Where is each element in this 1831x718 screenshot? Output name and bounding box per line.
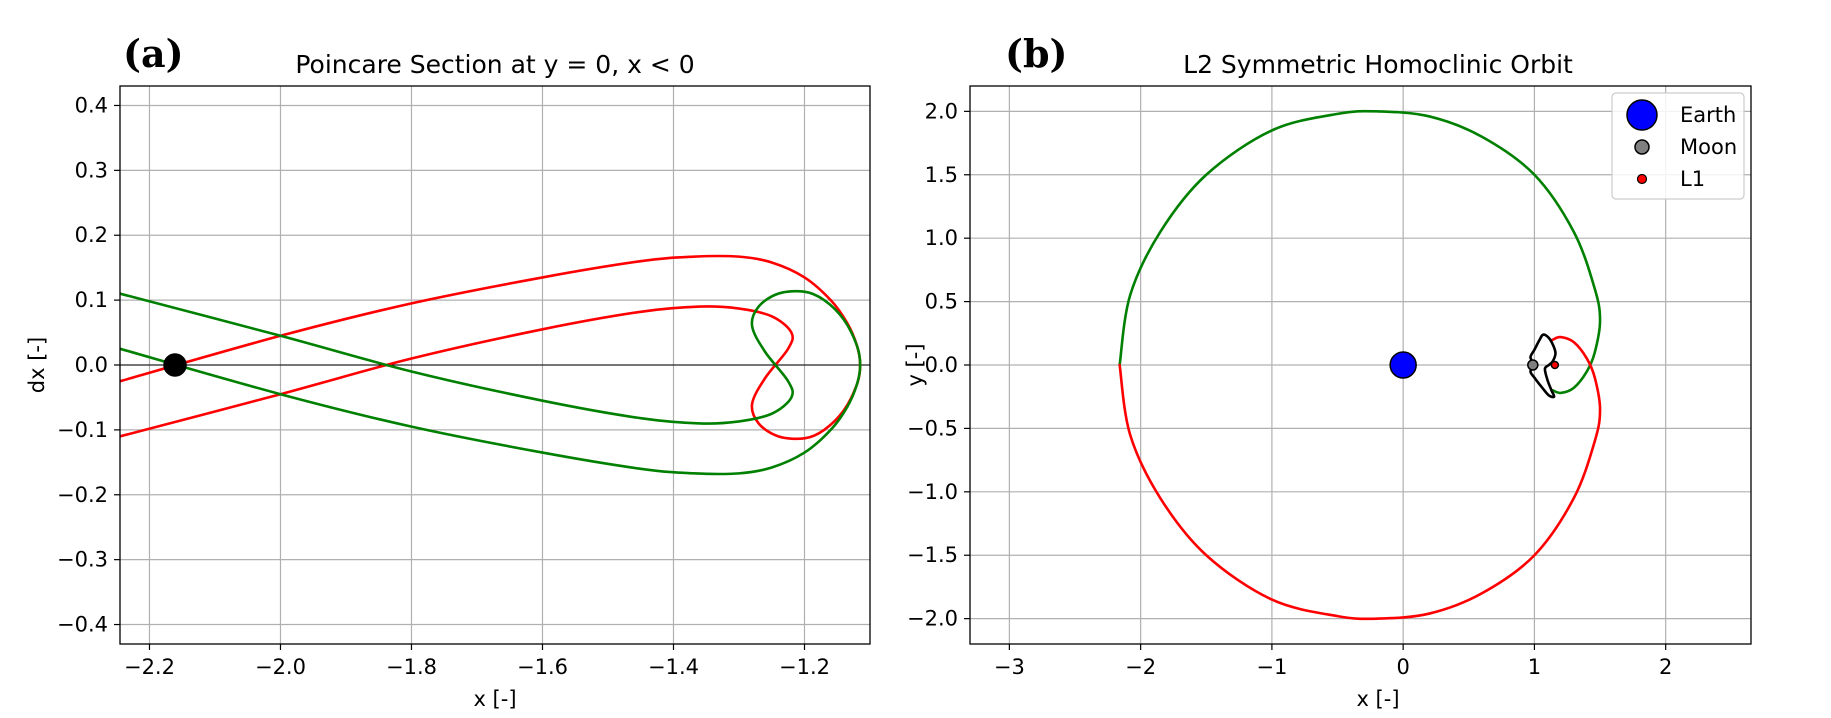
legend-earth-label: Earth: [1680, 103, 1736, 127]
y-tick-label: 0.1: [75, 288, 108, 312]
x-tick-label: −1.6: [517, 655, 568, 679]
series-line-2: [1529, 333, 1557, 399]
y-tick-label: 0.2: [75, 223, 108, 247]
panel-b-y-ticks: 2.0 1.5 1.0 0.5 0.0 −0.5 −1.0 −1.5 −2.0: [907, 99, 970, 631]
x-tick-label: −2.0: [255, 655, 306, 679]
x-tick-label: −2: [1125, 655, 1156, 679]
point-marker: [163, 353, 187, 377]
panel-b-label: (b): [1005, 31, 1068, 76]
panel-a-y-label: dx [-]: [25, 337, 49, 393]
x-tick-label: −1.2: [779, 655, 830, 679]
legend-l1-marker: [1636, 173, 1648, 185]
legend-earth-marker: [1626, 99, 1658, 131]
y-tick-label: 1.5: [925, 163, 958, 187]
x-tick-label: 0: [1396, 655, 1409, 679]
y-tick-label: −1.5: [907, 543, 958, 567]
panel-b-y-label: y [-]: [903, 343, 927, 386]
x-tick-label: −3: [994, 655, 1025, 679]
x-tick-label: −1.8: [386, 655, 437, 679]
panel-b-plot-area: [1118, 109, 1602, 621]
panel-b-title: L2 Symmetric Homoclinic Orbit: [1183, 50, 1573, 79]
y-tick-label: 1.0: [925, 226, 958, 250]
panel-a-x-ticks: −2.2 −2.0 −1.8 −1.6 −1.4 −1.2: [124, 644, 830, 679]
panel-a-y-ticks: 0.4 0.3 0.2 0.1 0.0 −0.1 −0.2 −0.3 −0.4: [57, 93, 120, 637]
y-tick-label: −2.0: [907, 607, 958, 631]
series-line-1: [1118, 335, 1602, 621]
y-tick-label: 0.4: [75, 93, 108, 117]
y-tick-label: −0.5: [907, 416, 958, 440]
panel-b-x-label: x [-]: [1356, 687, 1399, 711]
panel-a-title: Poincare Section at y = 0, x < 0: [295, 50, 694, 79]
l1-marker: [1550, 360, 1560, 370]
legend-l1-label: L1: [1680, 167, 1705, 191]
panel-a-plot-area: [120, 254, 870, 476]
y-tick-label: 0.5: [925, 290, 958, 314]
series-line-0: [1118, 109, 1602, 395]
y-tick-label: −0.2: [57, 483, 108, 507]
x-tick-label: −2.2: [124, 655, 175, 679]
y-tick-label: −0.1: [57, 418, 108, 442]
legend: Earth Moon L1: [1611, 92, 1745, 200]
panel-a-x-label: x [-]: [473, 687, 516, 711]
panel-a-label: (a): [123, 31, 184, 76]
series-line-0: [120, 254, 862, 441]
y-tick-label: −0.3: [57, 548, 108, 572]
y-tick-label: −1.0: [907, 480, 958, 504]
x-tick-label: −1.4: [648, 655, 699, 679]
y-tick-label: 0.0: [75, 353, 108, 377]
series-line-1: [120, 289, 862, 476]
y-tick-label: 2.0: [925, 99, 958, 123]
legend-moon-label: Moon: [1680, 135, 1737, 159]
panel-a-chart: (a) Poincare Section at y = 0, x < 0 −2.…: [25, 31, 871, 711]
x-tick-label: 1: [1528, 655, 1541, 679]
legend-moon-marker: [1634, 139, 1650, 155]
y-tick-label: 0.0: [925, 353, 958, 377]
x-tick-label: 2: [1659, 655, 1672, 679]
panel-b-x-ticks: −3 −2 −1 0 1 2: [994, 644, 1672, 679]
panel-b-chart: (b) L2 Symmetric Homoclinic Orbit −3 −2 −1…: [903, 31, 1752, 711]
y-tick-label: −0.4: [57, 613, 108, 637]
x-tick-label: −1: [1256, 655, 1287, 679]
y-tick-label: 0.3: [75, 158, 108, 182]
moon-marker: [1527, 359, 1539, 371]
earth-marker: [1389, 351, 1417, 379]
